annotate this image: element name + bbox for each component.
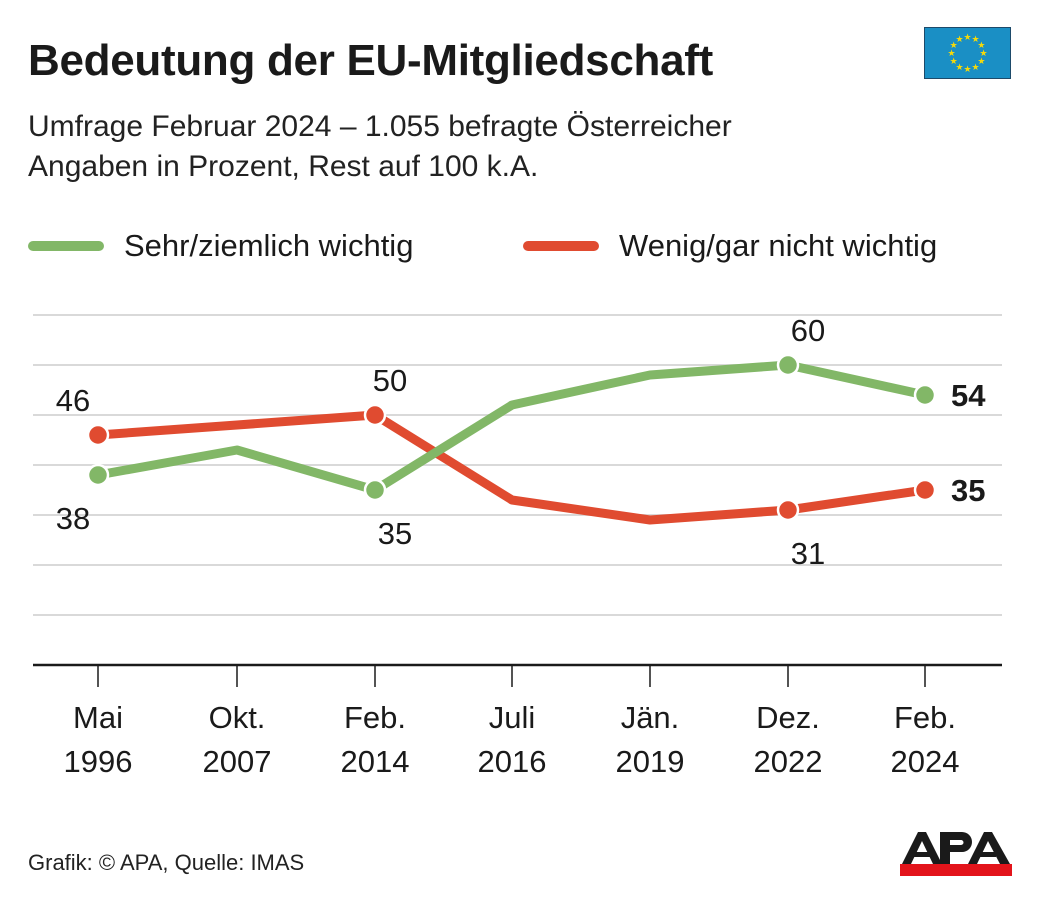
x-tick-label: 2022	[754, 744, 823, 779]
data-point	[86, 463, 110, 487]
legend-swatch-red	[523, 241, 599, 251]
chart-subtitle-line2: Angaben in Prozent, Rest auf 100 k.A.	[28, 150, 539, 183]
data-label: 50	[373, 363, 407, 398]
flag-star: ★	[950, 56, 958, 66]
x-tick-label: Jän.	[621, 700, 680, 735]
flag-star: ★	[963, 32, 971, 42]
data-point	[363, 403, 387, 427]
data-label: 54	[951, 378, 986, 413]
chart-title: Bedeutung der EU-Mitgliedschaft	[28, 36, 713, 85]
x-tick-label: Mai	[73, 700, 123, 735]
series-line-red	[97, 410, 926, 525]
data-point	[913, 383, 937, 407]
flag-star: ★	[979, 48, 987, 58]
apa-logo	[900, 828, 1012, 878]
apa-logo-bar	[900, 864, 1012, 876]
source-credit: Grafik: © APA, Quelle: IMAS	[28, 850, 305, 875]
data-label: 35	[951, 473, 985, 508]
x-tick-label: Feb.	[344, 700, 406, 735]
legend-label-green: Sehr/ziemlich wichtig	[124, 228, 414, 263]
flag-star: ★	[955, 62, 963, 72]
legend-label-red: Wenig/gar nicht wichtig	[619, 228, 938, 263]
data-label: 31	[791, 536, 825, 571]
flag-star: ★	[963, 64, 971, 74]
flag-star: ★	[977, 56, 985, 66]
flag-star: ★	[971, 34, 979, 44]
legend-item-red: Wenig/gar nicht wichtig	[523, 228, 937, 264]
flag-star: ★	[955, 34, 963, 44]
legend-item-green: Sehr/ziemlich wichtig	[28, 228, 413, 264]
flag-star: ★	[977, 40, 985, 50]
legend-swatch-green	[28, 241, 104, 251]
x-tick-label: Dez.	[756, 700, 820, 735]
data-label: 46	[56, 383, 90, 418]
data-point	[776, 498, 800, 522]
eu-flag-icon: ★ ★ ★ ★ ★ ★ ★ ★ ★ ★ ★ ★	[924, 27, 1011, 79]
x-tick-label: 2014	[341, 744, 410, 779]
x-tick-label: Feb.	[894, 700, 956, 735]
data-point	[913, 478, 937, 502]
data-label: 38	[56, 501, 90, 536]
data-label: 60	[791, 313, 825, 348]
x-tick-label: 2019	[616, 744, 685, 779]
x-tick-label: 2007	[203, 744, 272, 779]
flag-star: ★	[947, 48, 955, 58]
chart-subtitle-line1: Umfrage Februar 2024 – 1.055 befragte Ös…	[28, 110, 732, 143]
flag-star: ★	[950, 40, 958, 50]
data-point	[86, 423, 110, 447]
data-point	[363, 478, 387, 502]
x-tick-label: 1996	[64, 744, 133, 779]
x-tick-label: Okt.	[209, 700, 266, 735]
x-tick-label: Juli	[489, 700, 536, 735]
data-label: 35	[378, 516, 412, 551]
x-tick-label: 2024	[891, 744, 960, 779]
x-tick-label: 2016	[478, 744, 547, 779]
flag-star: ★	[971, 62, 979, 72]
data-point	[776, 353, 800, 377]
